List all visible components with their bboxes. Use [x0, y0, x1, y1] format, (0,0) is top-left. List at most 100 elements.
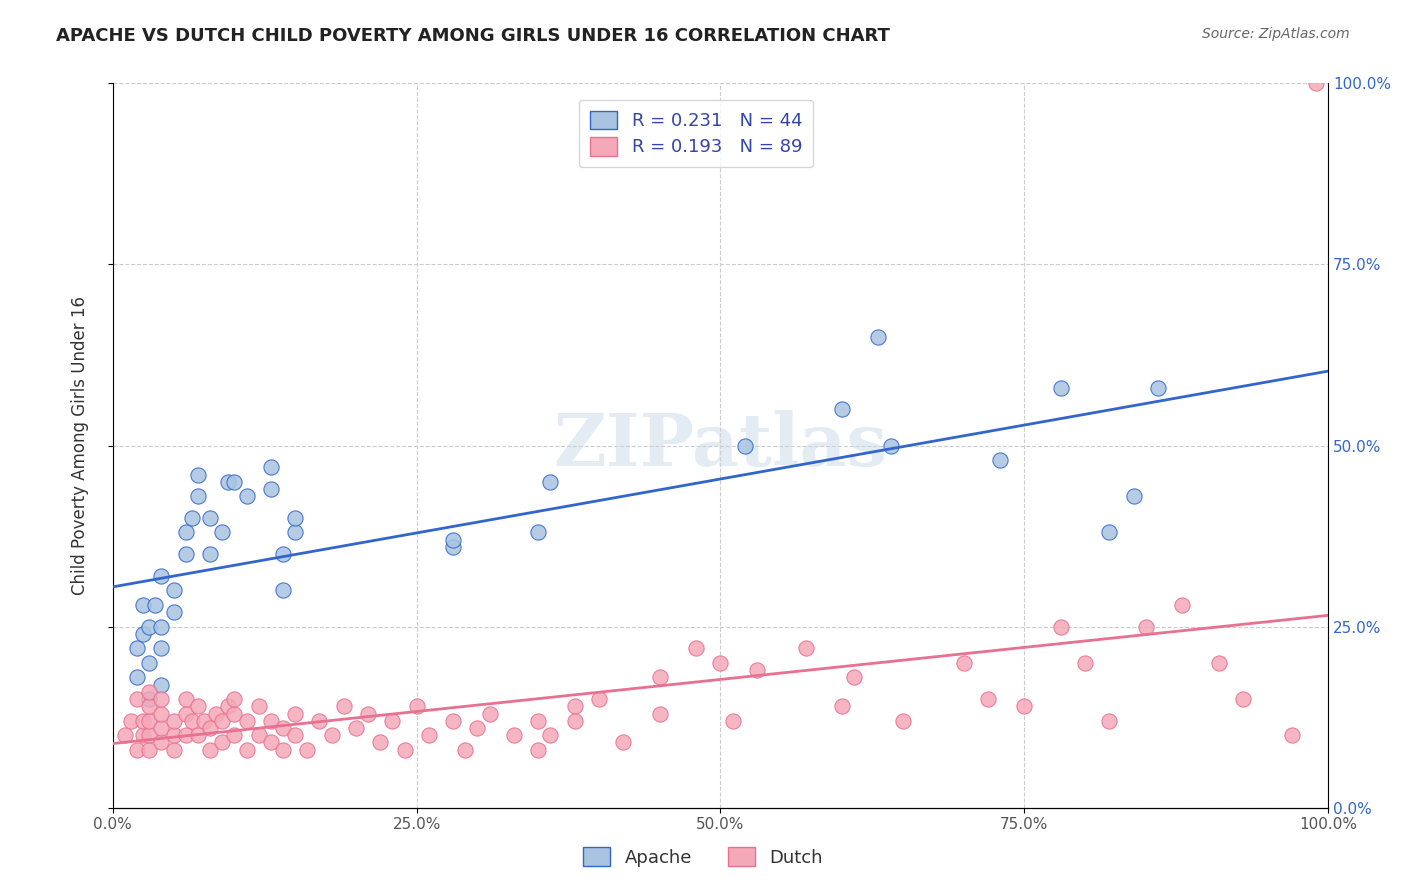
Point — [162, 583, 184, 598]
Point — [150, 619, 173, 633]
Point — [454, 743, 477, 757]
Point — [162, 728, 184, 742]
Point — [150, 692, 173, 706]
Point — [648, 670, 671, 684]
Point — [138, 692, 160, 706]
Point — [174, 692, 197, 706]
Legend: Apache, Dutch: Apache, Dutch — [575, 840, 831, 874]
Legend: R = 0.231   N = 44, R = 0.193   N = 89: R = 0.231 N = 44, R = 0.193 N = 89 — [579, 100, 813, 168]
Point — [174, 525, 197, 540]
Point — [844, 670, 866, 684]
Point — [284, 525, 307, 540]
Point — [1122, 489, 1144, 503]
Point — [198, 547, 221, 561]
Point — [891, 714, 914, 728]
Point — [357, 706, 380, 721]
Point — [441, 714, 464, 728]
Point — [260, 482, 283, 496]
Point — [138, 656, 160, 670]
Point — [145, 598, 167, 612]
Point — [1281, 728, 1303, 742]
Point — [162, 743, 184, 757]
Point — [977, 692, 1000, 706]
Point — [284, 728, 307, 742]
Point — [564, 699, 586, 714]
Point — [205, 706, 228, 721]
Y-axis label: Child Poverty Among Girls Under 16: Child Poverty Among Girls Under 16 — [72, 296, 89, 595]
Point — [187, 728, 209, 742]
Point — [405, 699, 427, 714]
Point — [211, 714, 233, 728]
Point — [127, 692, 149, 706]
Point — [831, 402, 853, 417]
Point — [394, 743, 416, 757]
Point — [150, 721, 173, 735]
Point — [187, 699, 209, 714]
Text: ZIPatlas: ZIPatlas — [554, 410, 887, 481]
Point — [260, 460, 283, 475]
Point — [321, 728, 343, 742]
Point — [308, 714, 330, 728]
Point — [271, 721, 294, 735]
Point — [138, 728, 160, 742]
Point — [150, 641, 173, 656]
Point — [284, 706, 307, 721]
Point — [709, 656, 731, 670]
Point — [879, 439, 901, 453]
Point — [138, 699, 160, 714]
Point — [235, 489, 257, 503]
Point — [180, 511, 202, 525]
Point — [224, 692, 246, 706]
Point — [187, 489, 209, 503]
Point — [685, 641, 707, 656]
Point — [1208, 656, 1230, 670]
Point — [174, 547, 197, 561]
Point — [1098, 525, 1121, 540]
Point — [174, 728, 197, 742]
Point — [527, 714, 550, 728]
Point — [138, 714, 160, 728]
Point — [1135, 619, 1157, 633]
Point — [988, 453, 1011, 467]
Point — [564, 714, 586, 728]
Point — [588, 692, 610, 706]
Point — [284, 511, 307, 525]
Point — [211, 525, 233, 540]
Point — [211, 735, 233, 749]
Point — [538, 475, 561, 489]
Point — [198, 721, 221, 735]
Point — [120, 714, 142, 728]
Point — [467, 721, 489, 735]
Point — [235, 743, 257, 757]
Point — [138, 619, 160, 633]
Point — [1074, 656, 1097, 670]
Point — [162, 714, 184, 728]
Point — [952, 656, 974, 670]
Point — [193, 714, 215, 728]
Point — [150, 706, 173, 721]
Point — [271, 743, 294, 757]
Point — [1305, 77, 1327, 91]
Point — [1049, 619, 1071, 633]
Text: Source: ZipAtlas.com: Source: ZipAtlas.com — [1202, 27, 1350, 41]
Point — [721, 714, 744, 728]
Point — [132, 598, 155, 612]
Point — [648, 706, 671, 721]
Point — [132, 728, 155, 742]
Point — [868, 330, 890, 344]
Point — [1147, 381, 1170, 395]
Point — [187, 467, 209, 482]
Point — [174, 706, 197, 721]
Point — [127, 670, 149, 684]
Point — [1049, 381, 1071, 395]
Point — [271, 547, 294, 561]
Point — [1232, 692, 1254, 706]
Point — [441, 533, 464, 547]
Point — [538, 728, 561, 742]
Point — [138, 685, 160, 699]
Point — [150, 677, 173, 691]
Point — [247, 699, 270, 714]
Point — [150, 569, 173, 583]
Point — [132, 627, 155, 641]
Point — [260, 714, 283, 728]
